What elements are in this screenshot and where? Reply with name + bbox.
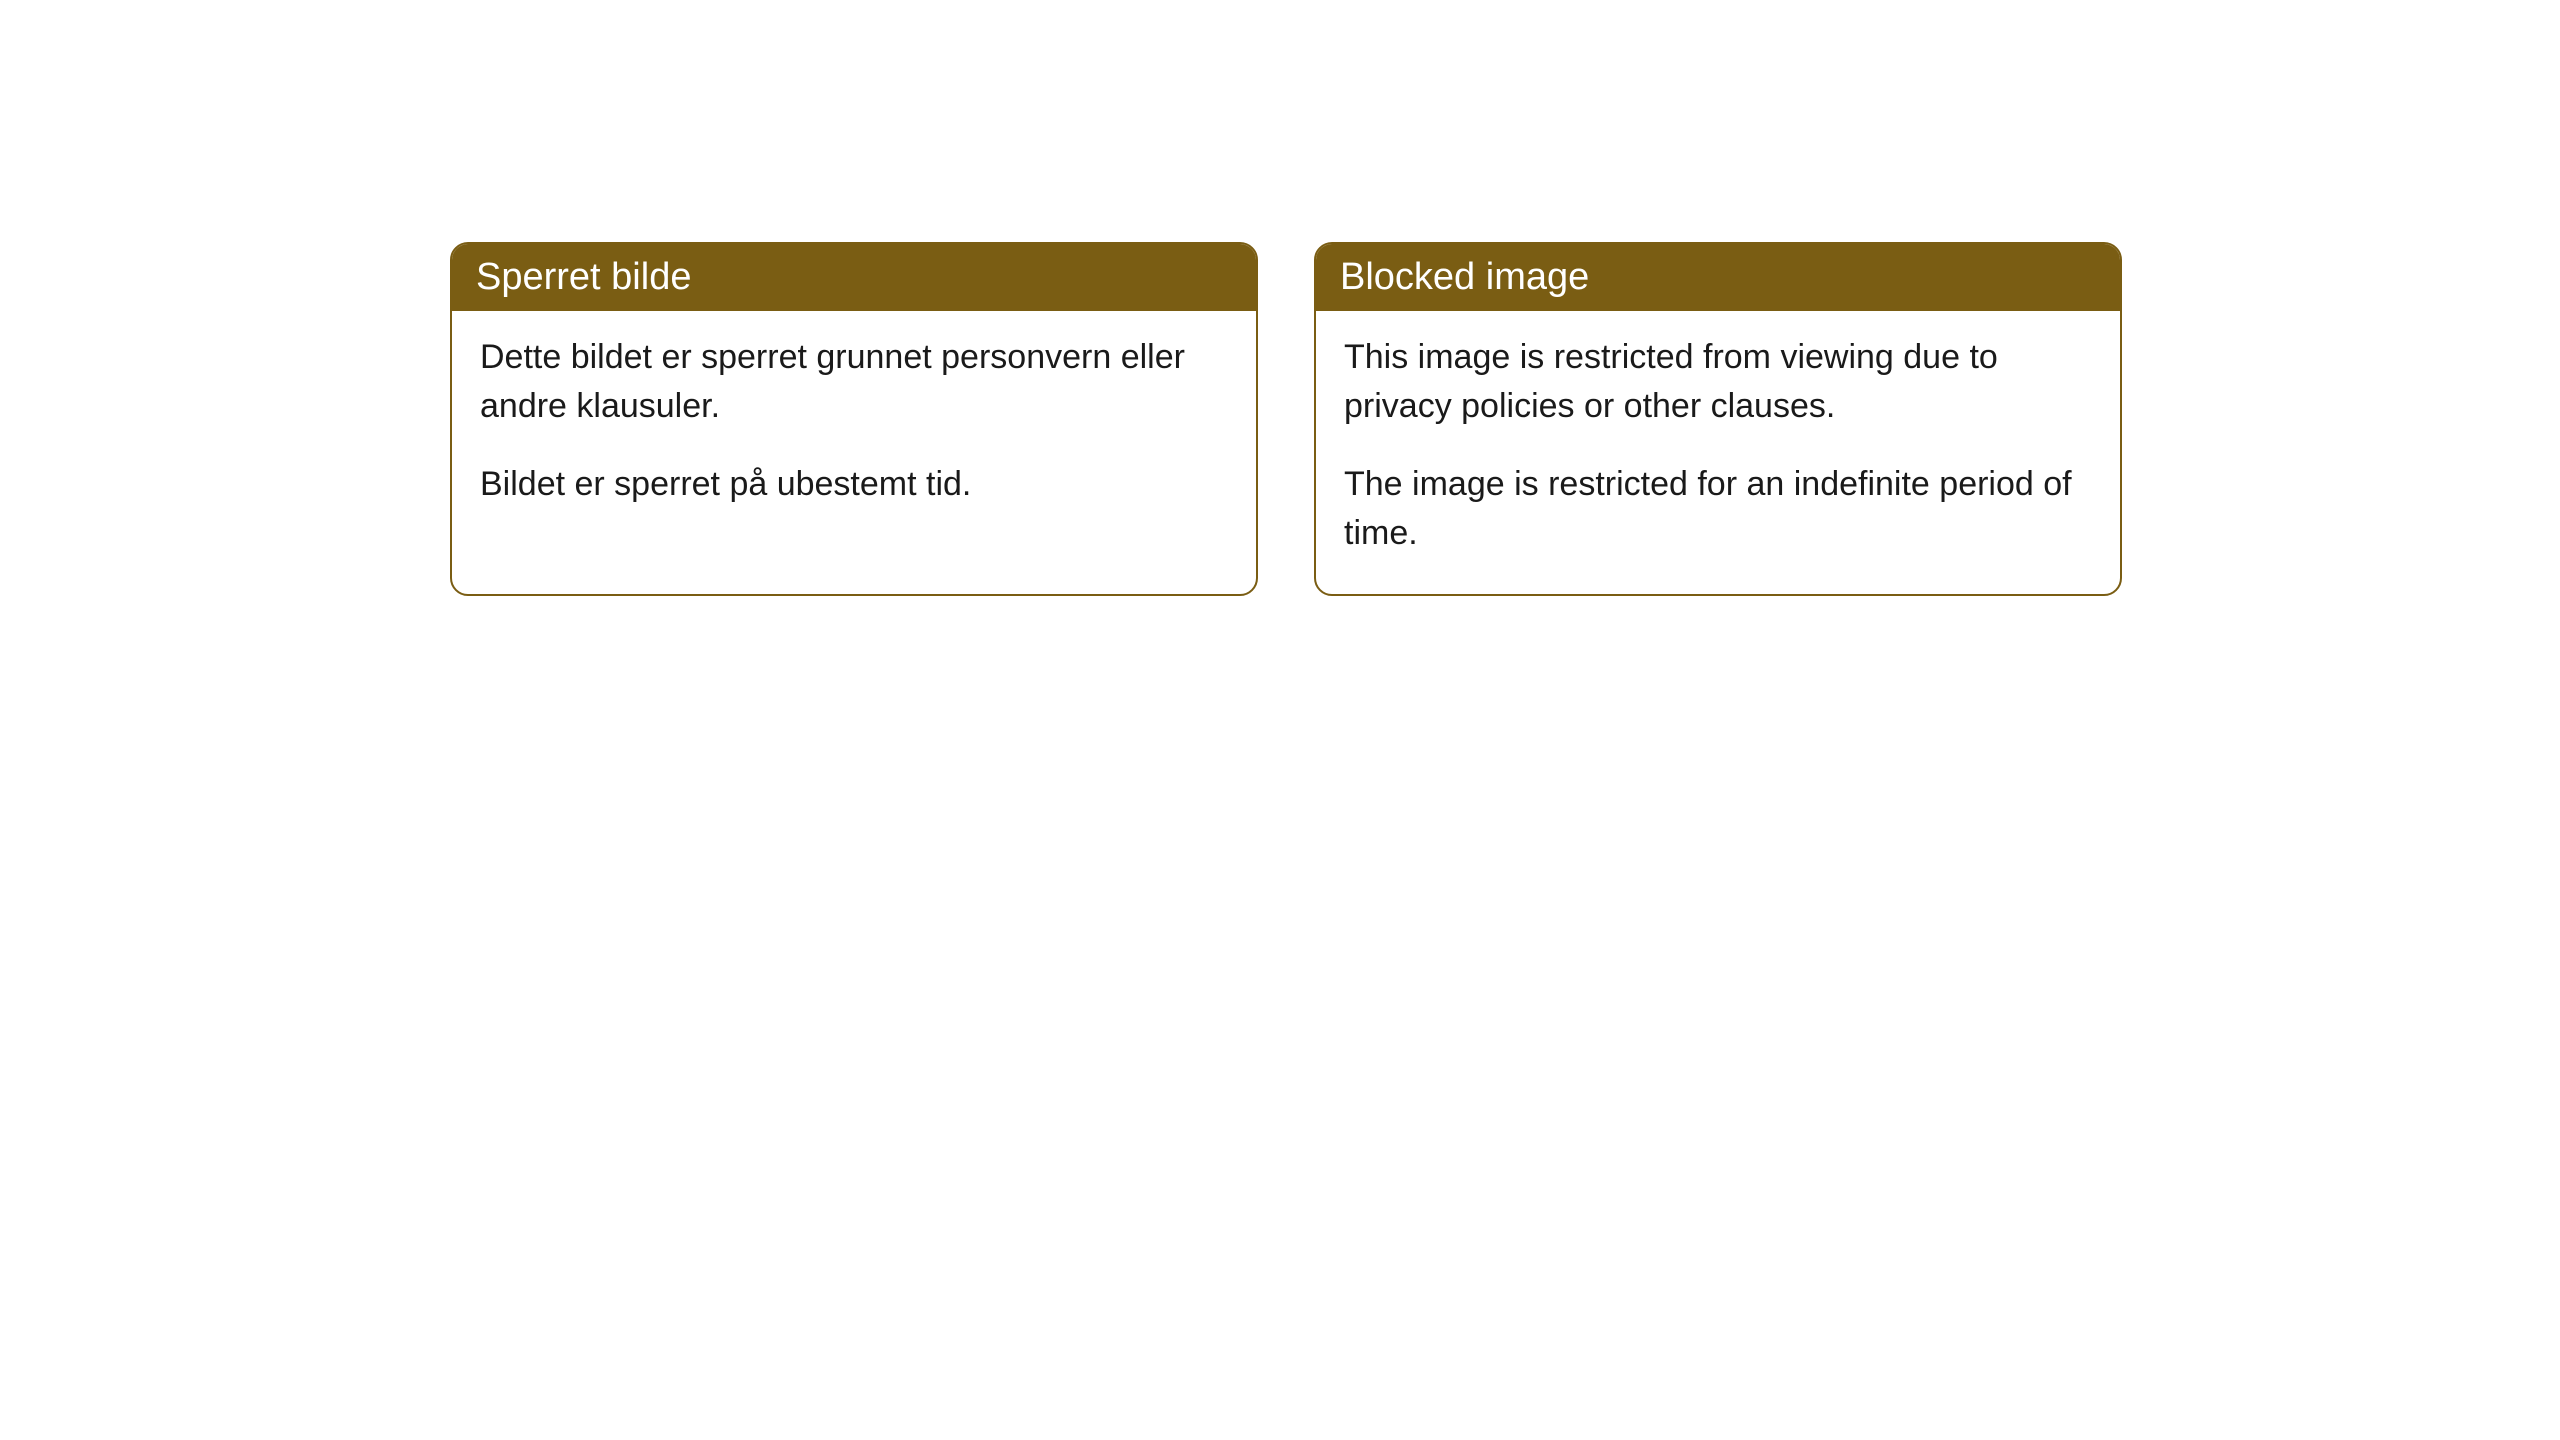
card-title: Sperret bilde [476, 256, 691, 298]
card-paragraph-1: Dette bildet er sperret grunnet personve… [480, 333, 1228, 432]
card-paragraph-2: The image is restricted for an indefinit… [1344, 460, 2092, 559]
blocked-image-card-norwegian: Sperret bilde Dette bildet er sperret gr… [450, 242, 1258, 596]
card-header-english: Blocked image [1316, 244, 2120, 311]
card-paragraph-1: This image is restricted from viewing du… [1344, 333, 2092, 432]
card-body-norwegian: Dette bildet er sperret grunnet personve… [452, 311, 1256, 545]
card-paragraph-2: Bildet er sperret på ubestemt tid. [480, 460, 1228, 509]
card-body-english: This image is restricted from viewing du… [1316, 311, 2120, 594]
notice-cards-container: Sperret bilde Dette bildet er sperret gr… [450, 242, 2122, 596]
blocked-image-card-english: Blocked image This image is restricted f… [1314, 242, 2122, 596]
card-header-norwegian: Sperret bilde [452, 244, 1256, 311]
card-title: Blocked image [1340, 256, 1589, 298]
